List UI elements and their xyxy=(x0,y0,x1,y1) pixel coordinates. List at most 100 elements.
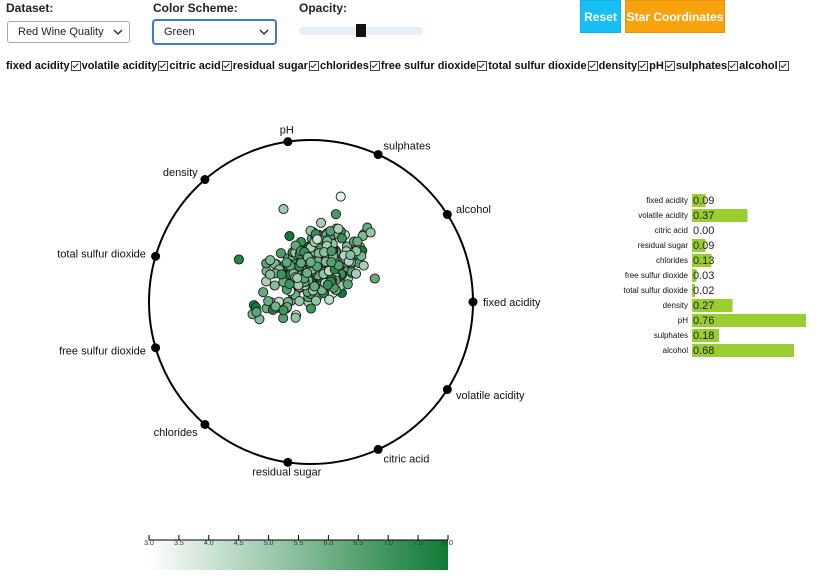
attribute-toggle-citric-acid[interactable]: citric acid xyxy=(169,60,232,72)
data-point xyxy=(358,229,369,240)
data-point xyxy=(300,266,311,277)
data-point xyxy=(317,261,328,272)
data-point xyxy=(278,204,289,215)
dataset-select[interactable]: Red Wine Quality xyxy=(7,21,130,43)
data-point xyxy=(325,225,336,237)
data-point xyxy=(327,287,339,298)
star-coordinates-button[interactable]: Star Coordinates xyxy=(625,0,725,33)
data-point xyxy=(316,274,327,285)
attribute-checkbox[interactable] xyxy=(369,61,380,71)
data-point xyxy=(353,250,365,261)
data-point xyxy=(345,250,356,261)
data-point xyxy=(309,269,320,280)
bar-sulphates xyxy=(692,329,719,342)
data-point xyxy=(337,269,348,280)
attribute-checkbox[interactable] xyxy=(587,61,598,71)
data-point xyxy=(331,223,342,234)
attribute-checkbox[interactable] xyxy=(308,61,319,71)
data-point xyxy=(323,263,334,274)
data-point xyxy=(306,240,317,251)
data-point xyxy=(295,257,306,268)
attribute-toggle-residual-sugar[interactable]: residual sugar xyxy=(233,60,320,72)
attribute-checkbox[interactable] xyxy=(728,61,739,71)
attribute-toggle-density[interactable]: density xyxy=(599,60,650,72)
attribute-checkbox[interactable] xyxy=(778,61,789,71)
attribute-checkbox[interactable] xyxy=(221,61,232,71)
attribute-checkbox[interactable] xyxy=(477,61,488,71)
data-point xyxy=(305,262,316,273)
data-point xyxy=(320,256,331,267)
attribute-toggle-total-sulfur-dioxide[interactable]: total sulfur dioxide xyxy=(488,60,598,72)
axis-anchor-chlorides[interactable] xyxy=(200,419,210,429)
data-point xyxy=(303,254,314,265)
attribute-toggle-free-sulfur-dioxide[interactable]: free sulfur dioxide xyxy=(381,60,488,72)
attribute-label: sulphates xyxy=(675,60,728,72)
opacity-slider-thumb[interactable] xyxy=(356,24,366,37)
data-point xyxy=(261,266,272,277)
data-point xyxy=(278,313,289,324)
attribute-toggle-sulphates[interactable]: sulphates xyxy=(676,60,739,72)
attribute-toggle-ph[interactable]: pH xyxy=(649,60,676,72)
attribute-checkbox[interactable] xyxy=(158,61,169,71)
attribute-toggle-fixed-acidity[interactable]: fixed acidity xyxy=(6,60,82,72)
data-point xyxy=(303,258,314,269)
axis-anchor-sulphates[interactable] xyxy=(373,150,383,160)
legend-tick-label: 4.5 xyxy=(234,540,244,547)
data-point xyxy=(305,282,316,293)
data-point xyxy=(328,261,339,272)
bar-category-label: volatile acidity xyxy=(638,211,688,220)
data-point xyxy=(275,248,286,259)
axis-anchor-fixed-acidity[interactable] xyxy=(468,297,478,307)
data-point xyxy=(248,300,259,311)
data-point xyxy=(299,246,310,257)
reset-button[interactable]: Reset xyxy=(580,0,621,33)
attribute-checkbox[interactable] xyxy=(70,61,81,71)
data-point xyxy=(325,279,336,290)
data-point xyxy=(305,257,316,268)
attribute-toggle-volatile-acidity[interactable]: volatile acidity xyxy=(82,60,170,72)
opacity-slider[interactable] xyxy=(299,24,423,37)
data-point xyxy=(325,266,336,277)
attribute-checkbox[interactable] xyxy=(664,61,675,71)
axis-anchor-citric-acid[interactable] xyxy=(373,444,383,454)
data-point xyxy=(285,285,296,297)
attribute-toggle-chlorides[interactable]: chlorides xyxy=(320,60,381,72)
data-point xyxy=(320,256,332,267)
legend-tick-label: 5.5 xyxy=(294,540,304,547)
data-point xyxy=(324,273,335,284)
data-point xyxy=(309,281,320,292)
attribute-checkbox[interactable] xyxy=(638,61,649,71)
data-point xyxy=(317,251,328,262)
axis-anchor-volatile-acidity[interactable] xyxy=(442,385,452,395)
data-point xyxy=(288,280,299,291)
data-point xyxy=(313,256,324,267)
data-point xyxy=(309,267,320,278)
axis-anchor-ph[interactable] xyxy=(283,137,293,147)
data-point xyxy=(306,266,317,277)
data-point xyxy=(324,294,335,305)
axis-anchor-free-sulfur-dioxide[interactable] xyxy=(151,343,161,353)
data-point xyxy=(309,243,320,254)
attribute-toggle-alcohol[interactable]: alcohol xyxy=(739,60,790,72)
data-point xyxy=(338,263,349,274)
data-point xyxy=(311,234,322,245)
data-point xyxy=(303,260,314,271)
axis-anchor-total-sulfur-dioxide[interactable] xyxy=(151,251,161,261)
data-point xyxy=(289,279,300,290)
data-point xyxy=(304,250,315,261)
data-point xyxy=(312,261,324,272)
axis-anchor-density[interactable] xyxy=(200,175,210,185)
bar-value-label: 0.68 xyxy=(693,345,714,357)
axis-anchor-alcohol[interactable] xyxy=(442,209,452,219)
color-scheme-select[interactable]: Green xyxy=(153,20,276,44)
data-point xyxy=(278,270,289,281)
axis-anchor-residual-sugar[interactable] xyxy=(283,457,293,467)
data-point xyxy=(298,262,309,273)
data-point xyxy=(349,254,360,265)
legend-tick-label: 7.5 xyxy=(413,540,423,547)
data-point xyxy=(287,247,298,258)
legend-tick-label: 3.0 xyxy=(144,540,154,547)
axis-label-citric-acid: citric acid xyxy=(383,454,429,466)
data-point xyxy=(298,265,310,276)
data-point xyxy=(311,270,323,281)
